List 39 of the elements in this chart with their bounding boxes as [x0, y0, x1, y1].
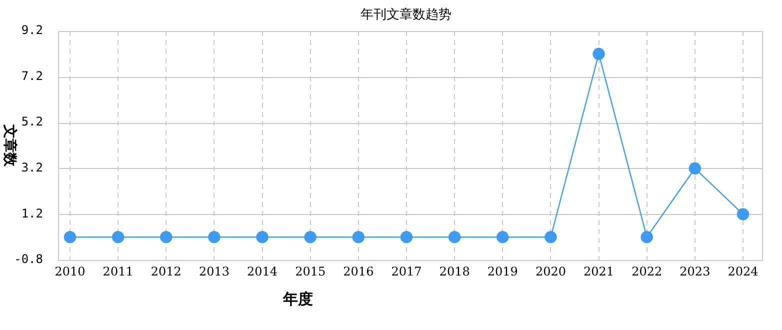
point — [352, 231, 365, 244]
x-tick-label: 2010 — [54, 264, 86, 278]
point — [64, 231, 76, 244]
x-tick-label: 2024 — [728, 264, 759, 278]
y-tick-label: 3.2 — [21, 160, 43, 175]
x-tick-label: 2016 — [343, 264, 374, 278]
x-tick-label: 2017 — [391, 264, 422, 278]
point — [304, 231, 316, 244]
x-tick-label: 2022 — [632, 264, 662, 278]
y-axis-title: 文章数 — [1, 124, 18, 168]
y-tick-label: 7.2 — [21, 68, 43, 83]
x-tick-label: 2015 — [295, 264, 326, 278]
point — [112, 231, 124, 244]
x-axis-title: 年度 — [282, 290, 313, 308]
chart-title: 年刊文章数趋势 — [360, 7, 452, 22]
x-tick-label: 2012 — [150, 264, 182, 278]
point — [448, 231, 461, 244]
point — [544, 231, 557, 244]
point — [640, 231, 653, 244]
x-tick-label: 2014 — [247, 264, 278, 278]
point — [400, 231, 413, 244]
point — [688, 162, 702, 174]
point — [496, 231, 509, 244]
x-tick-label: 2021 — [584, 264, 614, 278]
y-tick-label: 9.2 — [21, 23, 43, 38]
x-tick-label: 2011 — [102, 264, 134, 278]
point — [208, 231, 220, 244]
x-tick-label: 2020 — [535, 264, 566, 278]
x-tick-label: 2023 — [680, 264, 710, 278]
x-tick-label: 2018 — [439, 264, 470, 278]
y-tick-label: -0.8 — [14, 252, 43, 266]
point — [256, 231, 268, 244]
y-tick-label: 1.2 — [21, 206, 43, 220]
point — [592, 48, 605, 60]
y-tick-label: 5.2 — [21, 114, 43, 129]
point — [160, 231, 172, 244]
point — [736, 208, 750, 220]
x-tick-label: 2013 — [198, 264, 230, 278]
x-tick-label: 2019 — [487, 264, 518, 278]
